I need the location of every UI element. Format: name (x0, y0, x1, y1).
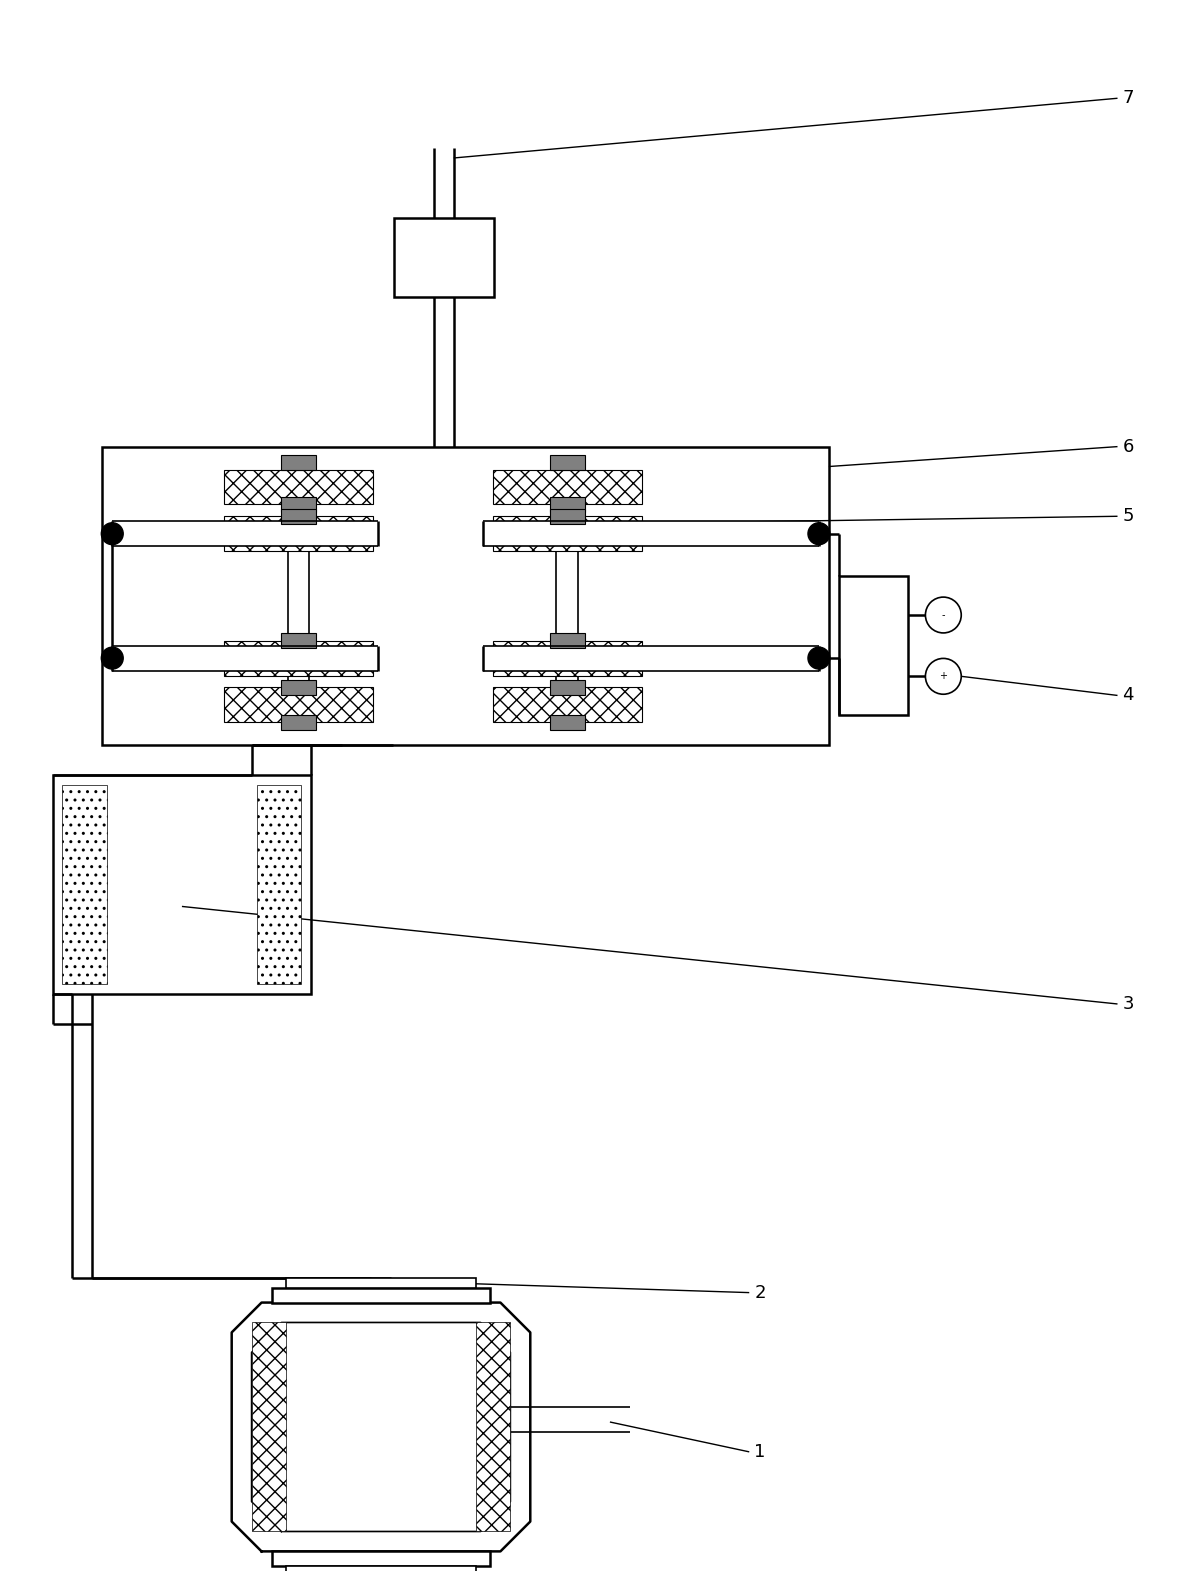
Bar (281, 496, 315, 512)
Bar (281, 509, 315, 524)
Circle shape (926, 597, 961, 633)
Bar (281, 633, 315, 649)
Bar (272, 1288, 490, 1303)
Bar (287, 1566, 476, 1575)
Bar (492, 641, 642, 676)
Bar (63, 784, 107, 984)
Bar (287, 1277, 476, 1288)
Text: 4: 4 (1122, 687, 1134, 704)
Text: 1: 1 (755, 1443, 765, 1462)
Bar (281, 680, 315, 695)
Bar (272, 1551, 490, 1566)
Bar (550, 509, 585, 524)
Circle shape (808, 523, 830, 545)
Bar (483, 646, 818, 671)
Bar (103, 447, 829, 745)
Text: 3: 3 (1122, 995, 1134, 1013)
Text: +: + (939, 671, 947, 682)
Bar (394, 217, 494, 298)
Bar (281, 715, 315, 729)
Bar (112, 646, 378, 671)
Bar (224, 641, 373, 676)
Circle shape (808, 647, 830, 669)
Bar (281, 455, 315, 469)
Text: 2: 2 (755, 1284, 765, 1301)
Bar (256, 784, 301, 984)
Circle shape (102, 523, 123, 545)
Bar (550, 455, 585, 469)
Bar (476, 1323, 510, 1531)
Bar (550, 680, 585, 695)
Bar (550, 633, 585, 649)
Bar (839, 576, 908, 715)
Text: 6: 6 (1122, 438, 1134, 455)
Bar (252, 1323, 287, 1531)
Bar (52, 775, 312, 994)
Bar (492, 469, 642, 504)
Text: 7: 7 (1122, 90, 1134, 107)
Bar (492, 517, 642, 551)
Circle shape (102, 647, 123, 669)
Bar (550, 496, 585, 512)
Text: -: - (941, 610, 945, 621)
Bar (550, 715, 585, 729)
Bar (224, 469, 373, 504)
Bar (224, 517, 373, 551)
Bar (224, 687, 373, 723)
Circle shape (926, 658, 961, 695)
Text: 5: 5 (1122, 507, 1134, 526)
Bar (112, 521, 378, 547)
Bar (492, 687, 642, 723)
Bar (483, 521, 818, 547)
